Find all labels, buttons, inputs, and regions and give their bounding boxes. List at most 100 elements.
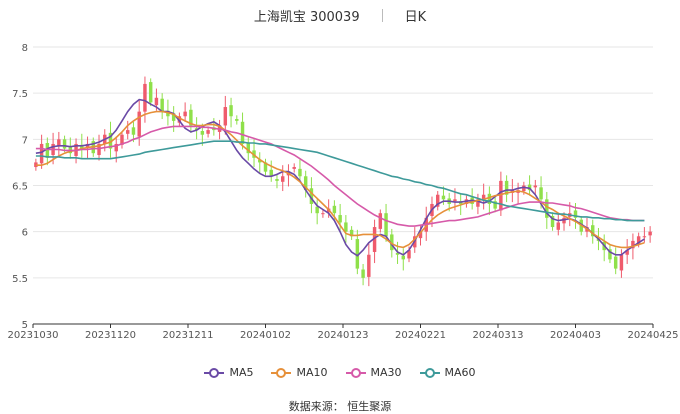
legend-swatch-icon — [419, 367, 440, 378]
candle-body — [384, 213, 388, 237]
title-separator — [381, 8, 383, 22]
candle-body — [143, 83, 147, 112]
y-tick-label: 6 — [22, 228, 28, 239]
candle-body — [539, 187, 543, 200]
stock-name: 上海凯宝 300039 — [253, 9, 360, 25]
legend-label: MA10 — [296, 366, 328, 379]
candle-body — [137, 111, 141, 137]
candle-body — [550, 215, 555, 228]
candle-body — [476, 199, 480, 207]
candle-body — [183, 111, 187, 117]
candle-body — [39, 143, 44, 164]
legend-item-ma5[interactable]: MA5 — [204, 366, 253, 379]
x-tick-label: 20240221 — [395, 330, 446, 341]
candle-body — [613, 256, 618, 269]
candle-body — [131, 127, 136, 135]
candle-body — [453, 199, 457, 202]
legend-item-ma10[interactable]: MA10 — [271, 366, 328, 379]
candle-body — [487, 193, 492, 204]
candle-body — [338, 215, 342, 223]
candle-body — [372, 227, 377, 252]
candle-body — [108, 132, 113, 149]
candle-body — [636, 236, 641, 244]
candle-body — [177, 116, 182, 123]
candle-body — [378, 213, 383, 229]
candle-body — [269, 169, 273, 177]
candle-body — [80, 144, 84, 149]
x-tick-label: 20240425 — [628, 330, 679, 341]
candle-body — [281, 176, 285, 182]
legend-item-ma60[interactable]: MA60 — [419, 366, 476, 379]
x-tick-label: 20231030 — [8, 330, 59, 341]
legend: MA5 MA10 MA30 MA60 — [0, 366, 680, 379]
legend-label: MA30 — [370, 366, 402, 379]
candle-body — [57, 139, 61, 146]
data-source: 数据来源： 恒生聚源 — [288, 400, 392, 413]
candle-body — [625, 250, 629, 255]
x-tick-label: 20240313 — [473, 330, 524, 341]
candle-body — [504, 180, 509, 195]
candle-body — [527, 184, 532, 191]
ma30-line — [35, 125, 645, 227]
legend-item-ma30[interactable]: MA30 — [345, 366, 402, 379]
candle-body — [533, 185, 538, 188]
candle-body — [34, 162, 38, 168]
candle-body — [481, 194, 486, 201]
y-tick-label: 8 — [22, 43, 28, 54]
x-tick-label: 20240403 — [550, 330, 601, 341]
legend-label: MA5 — [229, 366, 254, 379]
candle-body — [45, 143, 50, 158]
x-tick-label: 20231120 — [85, 330, 136, 341]
y-tick-label: 5.5 — [12, 274, 28, 285]
y-tick-label: 7.5 — [12, 89, 28, 100]
candle-body — [642, 236, 647, 238]
x-tick-label: 20231211 — [163, 330, 214, 341]
candle-body — [315, 206, 319, 214]
candle-body — [154, 97, 159, 106]
candle-body — [390, 234, 394, 251]
candle-body — [493, 201, 497, 209]
candle-body — [258, 159, 262, 163]
candle-body — [332, 205, 337, 214]
candle-body — [361, 269, 365, 278]
candle-body — [522, 185, 526, 192]
candle-body — [223, 107, 228, 126]
candle-body — [235, 119, 239, 121]
candle-body — [171, 113, 176, 121]
kline-chart: 5 5.5 6 6.5 7 7.5 8 20231030 20231120 20231211 202… — [8, 43, 679, 341]
candle-body — [407, 250, 411, 259]
candle-body — [562, 217, 566, 224]
x-tick-label: 20240102 — [240, 330, 291, 341]
candle-body — [240, 121, 245, 144]
candle-body — [573, 210, 578, 218]
candle-body — [166, 110, 170, 117]
candle-body — [418, 231, 423, 239]
candle-body — [441, 195, 446, 200]
y-tick-label: 7 — [22, 135, 28, 146]
candle-body — [126, 130, 130, 134]
candle-body — [309, 188, 314, 204]
candle-body — [648, 231, 652, 236]
chart-title: 上海凯宝 300039 日K — [0, 5, 680, 25]
candle-body — [395, 252, 400, 255]
candle-body — [275, 179, 279, 181]
candle-body — [401, 255, 405, 260]
candle-body — [321, 213, 325, 215]
ma5-line — [35, 98, 645, 257]
candle-body — [591, 225, 595, 237]
y-tick-label: 6.5 — [12, 182, 28, 193]
y-tick-label: 5 — [22, 320, 28, 331]
legend-swatch-icon — [271, 367, 292, 378]
candle-body — [631, 240, 635, 249]
candle-body — [200, 131, 205, 135]
legend-swatch-icon — [345, 367, 366, 378]
candle-body — [85, 143, 90, 148]
legend-swatch-icon — [204, 367, 225, 378]
candle-body — [148, 82, 153, 103]
candle-body — [298, 168, 302, 177]
candle-body — [355, 239, 360, 269]
candle-body — [619, 254, 624, 271]
ma60-line — [35, 140, 645, 222]
candle-body — [229, 105, 233, 117]
period-label: 日K — [404, 9, 427, 25]
